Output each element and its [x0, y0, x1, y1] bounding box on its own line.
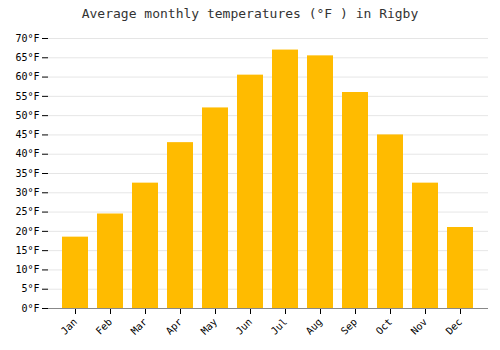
svg-text:0°F: 0°F — [21, 303, 39, 314]
svg-text:15°F: 15°F — [15, 245, 39, 256]
svg-text:Mar: Mar — [129, 316, 150, 337]
svg-text:30°F: 30°F — [15, 187, 39, 198]
svg-text:10°F: 10°F — [15, 264, 39, 275]
svg-text:Jun: Jun — [234, 316, 255, 337]
svg-text:5°F: 5°F — [21, 283, 39, 294]
html-text:Average monthly temperatures (: Average monthly temperatures (°F ) in Ri… — [81, 6, 419, 21]
svg-text:45°F: 45°F — [15, 129, 39, 140]
svg-text:Jan: Jan — [59, 316, 80, 337]
svg-text:60°F: 60°F — [15, 71, 39, 82]
svg-text:55°F: 55°F — [15, 91, 39, 102]
svg-text:Nov: Nov — [409, 316, 430, 337]
svg-text:Oct: Oct — [374, 316, 395, 337]
svg-text:Dec: Dec — [444, 316, 465, 337]
svg-text:25°F: 25°F — [15, 206, 39, 217]
svg-text:20°F: 20°F — [15, 226, 39, 237]
svg-text:Jul: Jul — [269, 316, 290, 337]
svg-text:Aug: Aug — [304, 316, 325, 337]
svg-text:Feb: Feb — [94, 316, 115, 337]
svg-text:40°F: 40°F — [15, 148, 39, 159]
svg-text:May: May — [199, 316, 220, 337]
svg-text:Apr: Apr — [164, 316, 185, 337]
svg-text:65°F: 65°F — [15, 52, 39, 63]
svg-text:35°F: 35°F — [15, 168, 39, 179]
svg-text:50°F: 50°F — [15, 110, 39, 121]
svg-text:70°F: 70°F — [15, 33, 39, 44]
svg-text:Sep: Sep — [339, 316, 360, 337]
